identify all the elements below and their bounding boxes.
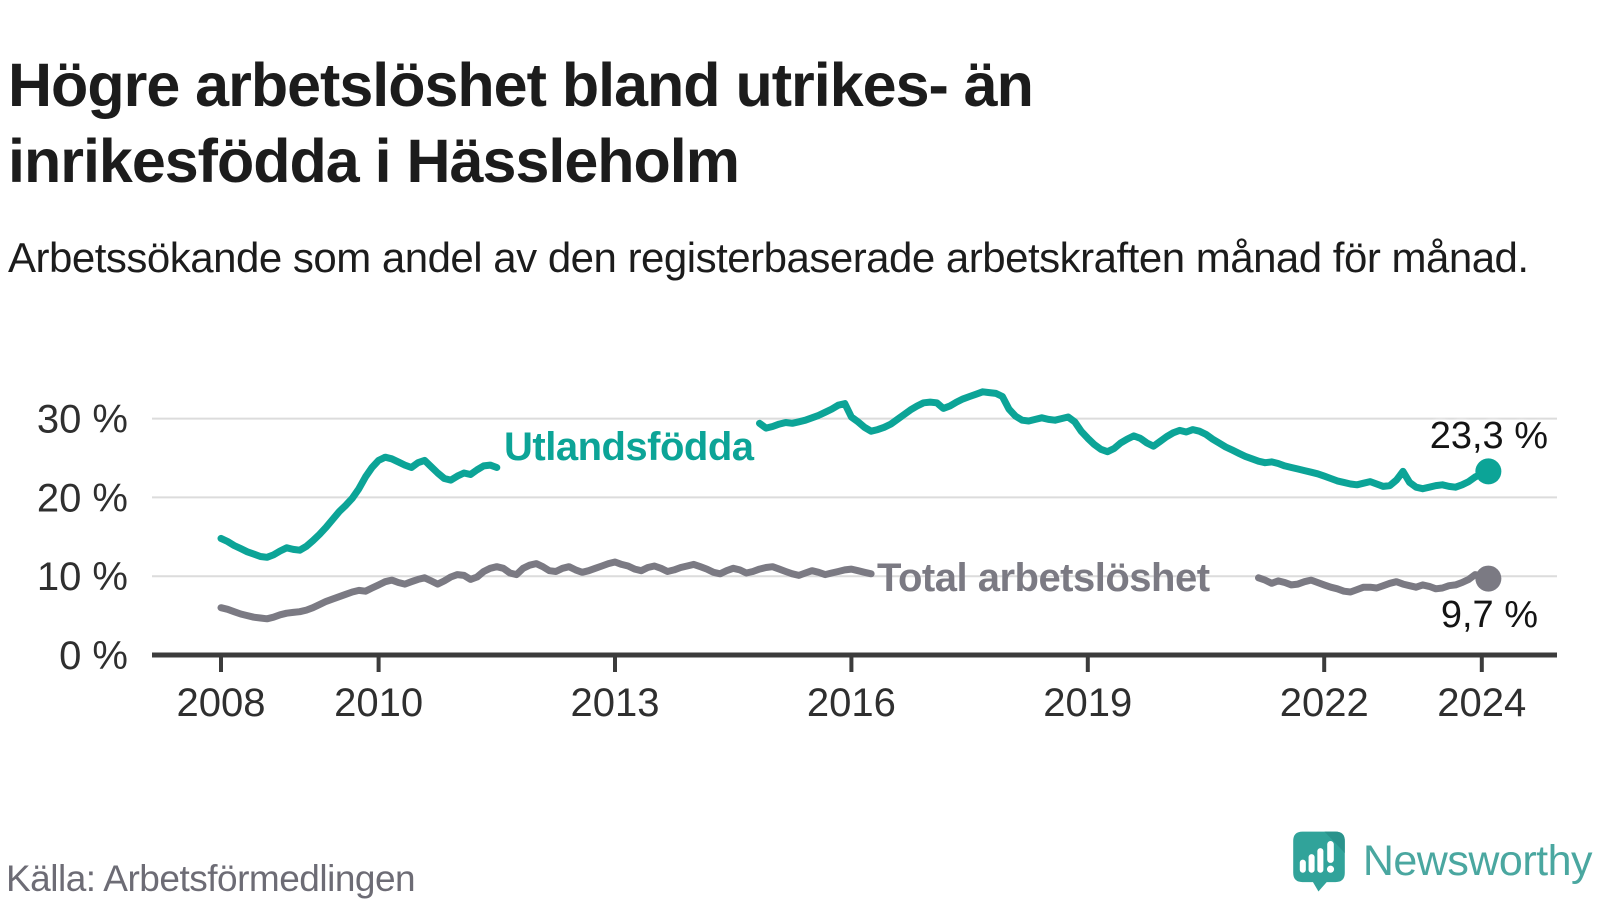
page-title-line-2: inrikesfödda i Hässleholm — [8, 127, 740, 196]
series-line-1-segment-0 — [217, 558, 875, 623]
page-subtitle: Arbetssökande som andel av den registerb… — [8, 234, 1529, 281]
source-note: Källa: Arbetsförmedlingen — [6, 858, 416, 899]
x-axis-label-2016: 2016 — [807, 681, 896, 725]
series-line-0-segment-0 — [217, 453, 501, 561]
series-label-utlandsfodda: Utlandsfödda — [504, 425, 754, 469]
x-axis-label-2008: 2008 — [177, 681, 266, 725]
page-title-line-1: Högre arbetslöshet bland utrikes- än — [8, 50, 1034, 119]
logo-bars — [1299, 840, 1334, 873]
x-axis-label-2024: 2024 — [1437, 681, 1526, 725]
newsworthy-logo-text: Newsworthy — [1362, 836, 1593, 885]
x-axis-label-2013: 2013 — [571, 681, 660, 725]
newsworthy-logo-icon — [1293, 831, 1345, 892]
y-axis-label-20: 20 % — [37, 476, 128, 520]
series-line-0-segment-1 — [756, 388, 1492, 493]
series-end-dot-1 — [1475, 565, 1502, 592]
series-label-total-arbetsloshet: Total arbetslöshet — [877, 556, 1210, 600]
y-axis-label-30: 30 % — [37, 398, 128, 442]
series-end-dot-0 — [1475, 458, 1502, 485]
x-axis-label-2010: 2010 — [334, 681, 423, 725]
end-value-label-total: 9,7 % — [1440, 594, 1538, 636]
series-line-1-segment-1 — [1255, 571, 1492, 596]
page-title: Högre arbetslöshet bland utrikes- än inr… — [8, 47, 1034, 200]
y-axis-label-0: 0 % — [59, 634, 128, 678]
x-axis-label-2022: 2022 — [1280, 681, 1369, 725]
newsworthy-logo: Newsworthy — [1291, 830, 1593, 892]
end-value-label-utlandsfodda: 23,3 % — [1429, 415, 1548, 457]
y-axis-label-10: 10 % — [37, 555, 128, 599]
x-axis-label-2019: 2019 — [1043, 681, 1132, 725]
